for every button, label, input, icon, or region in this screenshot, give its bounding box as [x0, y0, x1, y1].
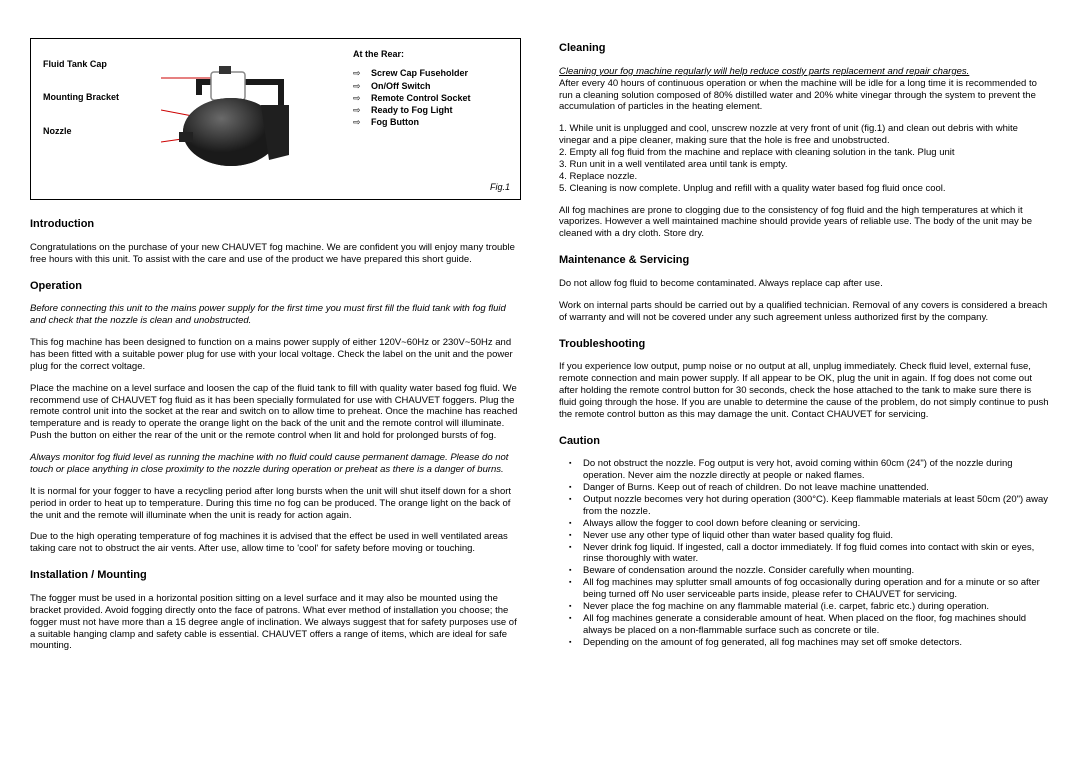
heading-operation: Operation	[30, 280, 521, 294]
caution-item: Never use any other type of liquid other…	[559, 530, 1050, 542]
caution-item: Danger of Burns. Keep out of reach of ch…	[559, 482, 1050, 494]
heading-caution: Caution	[559, 435, 1050, 449]
caution-item: Never place the fog machine on any flamm…	[559, 601, 1050, 613]
cleaning-step: 1. While unit is unplugged and cool, uns…	[559, 123, 1050, 147]
label-nozzle: Nozzle	[43, 126, 119, 137]
caution-item: All fog machines generate a considerable…	[559, 613, 1050, 637]
caution-item: Beware of condensation around the nozzle…	[559, 565, 1050, 577]
rear-item: Screw Cap Fuseholder	[353, 68, 508, 79]
rear-item: Ready to Fog Light	[353, 105, 508, 116]
rear-items-list: Screw Cap Fuseholder On/Off Switch Remot…	[353, 68, 508, 128]
trouble-p1: If you experience low output, pump noise…	[559, 361, 1050, 420]
heading-maintenance: Maintenance & Servicing	[559, 254, 1050, 268]
page-columns: Fluid Tank Cap Mounting Bracket Nozzle	[30, 38, 1050, 725]
operation-p2: This fog machine has been designed to fu…	[30, 337, 521, 373]
caution-item: Never drink fog liquid. If ingested, cal…	[559, 542, 1050, 566]
heading-introduction: Introduction	[30, 218, 521, 232]
intro-p1: Congratulations on the purchase of your …	[30, 242, 521, 266]
cleaning-p3: All fog machines are prone to clogging d…	[559, 205, 1050, 241]
cleaning-p2: After every 40 hours of continuous opera…	[559, 78, 1037, 113]
maint-p2: Work on internal parts should be carried…	[559, 300, 1050, 324]
fogger-icon	[161, 60, 311, 180]
operation-p5: It is normal for your fogger to have a r…	[30, 486, 521, 522]
cleaning-step: 2. Empty all fog fluid from the machine …	[559, 147, 1050, 159]
operation-p6: Due to the high operating temperature of…	[30, 531, 521, 555]
figure-label: Fig.1	[490, 182, 510, 193]
operation-p3: Place the machine on a level surface and…	[30, 383, 521, 442]
cleaning-step: 4. Replace nozzle.	[559, 171, 1050, 183]
left-column: Fluid Tank Cap Mounting Bracket Nozzle	[30, 38, 521, 725]
diagram-right-labels: At the Rear: Screw Cap Fuseholder On/Off…	[353, 49, 508, 191]
label-fluid-tank-cap: Fluid Tank Cap	[43, 59, 119, 70]
heading-installation: Installation / Mounting	[30, 569, 521, 583]
cleaning-step: 3. Run unit in a well ventilated area un…	[559, 159, 1050, 171]
rear-title: At the Rear:	[353, 49, 508, 60]
caution-list: Do not obstruct the nozzle. Fog output i…	[559, 458, 1050, 648]
heading-cleaning: Cleaning	[559, 42, 1050, 56]
caution-item: Always allow the fogger to cool down bef…	[559, 518, 1050, 530]
rear-item: On/Off Switch	[353, 81, 508, 92]
rear-item: Remote Control Socket	[353, 93, 508, 104]
rear-item: Fog Button	[353, 117, 508, 128]
diagram-image	[119, 49, 353, 191]
caution-item: Output nozzle becomes very hot during op…	[559, 494, 1050, 518]
caution-item: All fog machines may splutter small amou…	[559, 577, 1050, 601]
right-column: Cleaning Cleaning your fog machine regul…	[559, 38, 1050, 725]
install-p1: The fogger must be used in a horizontal …	[30, 593, 521, 652]
maint-p1: Do not allow fog fluid to become contami…	[559, 278, 1050, 290]
cleaning-p1-underline: Cleaning your fog machine regularly will…	[559, 66, 969, 77]
cleaning-p1: Cleaning your fog machine regularly will…	[559, 66, 1050, 114]
cleaning-steps: 1. While unit is unplugged and cool, uns…	[559, 123, 1050, 194]
cleaning-step: 5. Cleaning is now complete. Unplug and …	[559, 183, 1050, 195]
operation-p4: Always monitor fog fluid level as runnin…	[30, 452, 521, 476]
label-mounting-bracket: Mounting Bracket	[43, 92, 119, 103]
heading-troubleshooting: Troubleshooting	[559, 338, 1050, 352]
diagram-box: Fluid Tank Cap Mounting Bracket Nozzle	[30, 38, 521, 200]
diagram-left-labels: Fluid Tank Cap Mounting Bracket Nozzle	[43, 49, 119, 191]
caution-item: Depending on the amount of fog generated…	[559, 637, 1050, 649]
operation-p1: Before connecting this unit to the mains…	[30, 303, 521, 327]
caution-item: Do not obstruct the nozzle. Fog output i…	[559, 458, 1050, 482]
